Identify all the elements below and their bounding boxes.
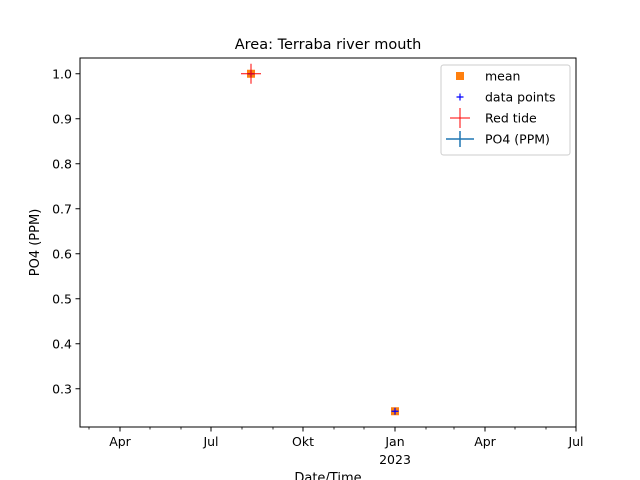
legend-item: data points <box>456 90 556 105</box>
y-tick-label: 0.3 <box>52 381 72 396</box>
y-axis-label: PO4 (PPM) <box>28 209 43 277</box>
y-axis: 0.3 0.4 0.5 0.6 0.7 0.8 0.9 1.0 <box>52 66 80 396</box>
legend-item: Red tide <box>450 108 537 128</box>
y-tick-label: 0.9 <box>52 111 72 126</box>
legend-marker-plus-large <box>450 108 470 128</box>
x-tick-label: Jan <box>384 434 404 449</box>
plot-frame <box>79 57 577 428</box>
x-tick-sublabel: 2023 <box>379 452 411 467</box>
legend-label: data points <box>485 90 556 105</box>
legend-marker-plus <box>456 93 464 101</box>
x-tick-label: Jul <box>202 434 218 449</box>
legend-label: PO4 (PPM) <box>485 132 550 147</box>
y-tick-label: 0.6 <box>52 246 72 261</box>
legend-label: mean <box>485 69 520 84</box>
x-axis: Apr Jul Okt Jan 2023 Apr Jul <box>88 427 584 467</box>
chart-title: Area: Terraba river mouth <box>235 37 422 53</box>
y-tick-label: 0.8 <box>52 156 72 171</box>
data-point-plus <box>391 407 399 415</box>
plot-marks <box>241 63 399 416</box>
x-tick-label: Jul <box>567 434 583 449</box>
legend-marker-square <box>456 72 464 80</box>
legend-item: mean <box>456 69 520 84</box>
y-tick-label: 0.7 <box>52 201 72 216</box>
data-point-plus-large <box>241 63 261 84</box>
legend-box <box>440 64 571 156</box>
legend: mean data points Red tide PO4 (PPM) <box>440 64 571 156</box>
x-tick-label: Apr <box>474 434 496 449</box>
legend-marker-errorbar <box>446 131 474 147</box>
legend-label: Red tide <box>485 111 537 126</box>
x-tick-label: Okt <box>292 434 314 449</box>
x-tick-label: Apr <box>109 434 131 449</box>
y-tick-label: 0.5 <box>52 291 72 306</box>
y-tick-label: 0.4 <box>52 336 72 351</box>
x-axis-label: Date/Time <box>294 471 361 480</box>
y-tick-label: 1.0 <box>52 66 72 81</box>
legend-item: PO4 (PPM) <box>446 131 550 147</box>
